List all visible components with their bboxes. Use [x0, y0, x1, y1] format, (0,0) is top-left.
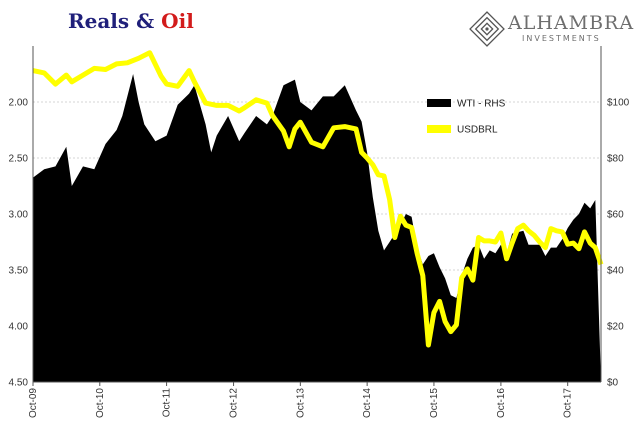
- legend-swatch-wti: [427, 99, 451, 107]
- right-tick-label: $80: [607, 154, 624, 165]
- x-tick-label: Oct-15: [429, 388, 440, 418]
- right-tick-label: $20: [607, 322, 624, 333]
- usdbrl-line-layer: [32, 50, 604, 348]
- legend-swatch-usdbrl: [427, 125, 451, 133]
- logo-diamond-icon: [469, 11, 505, 47]
- left-tick-label: 2.00: [9, 98, 29, 109]
- alhambra-logo: ALHAMBRA INVESTMENTS: [466, 10, 636, 50]
- left-tick-label: 4.00: [9, 322, 29, 333]
- legend-label-wti: WTI - RHS: [457, 99, 506, 110]
- x-tick-label: Oct-12: [229, 388, 240, 418]
- left-tick-label: 4.50: [9, 378, 29, 389]
- left-tick-label: 2.50: [9, 154, 29, 165]
- left-tick-label: 3.00: [9, 210, 29, 221]
- x-tick-label: Oct-17: [563, 388, 574, 418]
- usdbrl-line: [32, 50, 604, 348]
- x-axis-ticks: Oct-09 Oct-10 Oct-11 Oct-12 Oct-13 Oct-14 Oct-…: [28, 388, 574, 418]
- legend: WTI - RHS USDBRL: [427, 99, 506, 136]
- legend-label-usdbrl: USDBRL: [457, 125, 498, 136]
- chart-title: Reals & Oil: [68, 9, 194, 33]
- title-word-oil: Oil: [161, 9, 194, 33]
- x-tick-label: Oct-09: [28, 388, 39, 418]
- x-tick-label: Oct-13: [295, 388, 306, 418]
- logo-subtitle: INVESTMENTS: [522, 34, 601, 43]
- left-axis-ticks: 2.00 2.50 3.00 3.50 4.00 4.50: [9, 98, 29, 389]
- left-tick-label: 3.50: [9, 266, 29, 277]
- right-tick-label: $40: [607, 266, 624, 277]
- right-tick-label: $60: [607, 210, 624, 221]
- title-ampersand: &: [136, 9, 155, 33]
- x-tick-label: Oct-10: [95, 388, 106, 418]
- x-tick-label: Oct-16: [496, 388, 507, 418]
- right-tick-label: $100: [607, 98, 630, 109]
- title-word-reals: Reals: [68, 9, 130, 33]
- right-axis-ticks: $0 $20 $40 $60 $80 $100: [607, 98, 630, 389]
- x-tick-label: Oct-14: [362, 388, 373, 418]
- logo-name: ALHAMBRA: [508, 12, 635, 34]
- axes: [32, 46, 602, 386]
- right-tick-label: $0: [607, 378, 619, 389]
- x-tick-label: Oct-11: [162, 388, 173, 418]
